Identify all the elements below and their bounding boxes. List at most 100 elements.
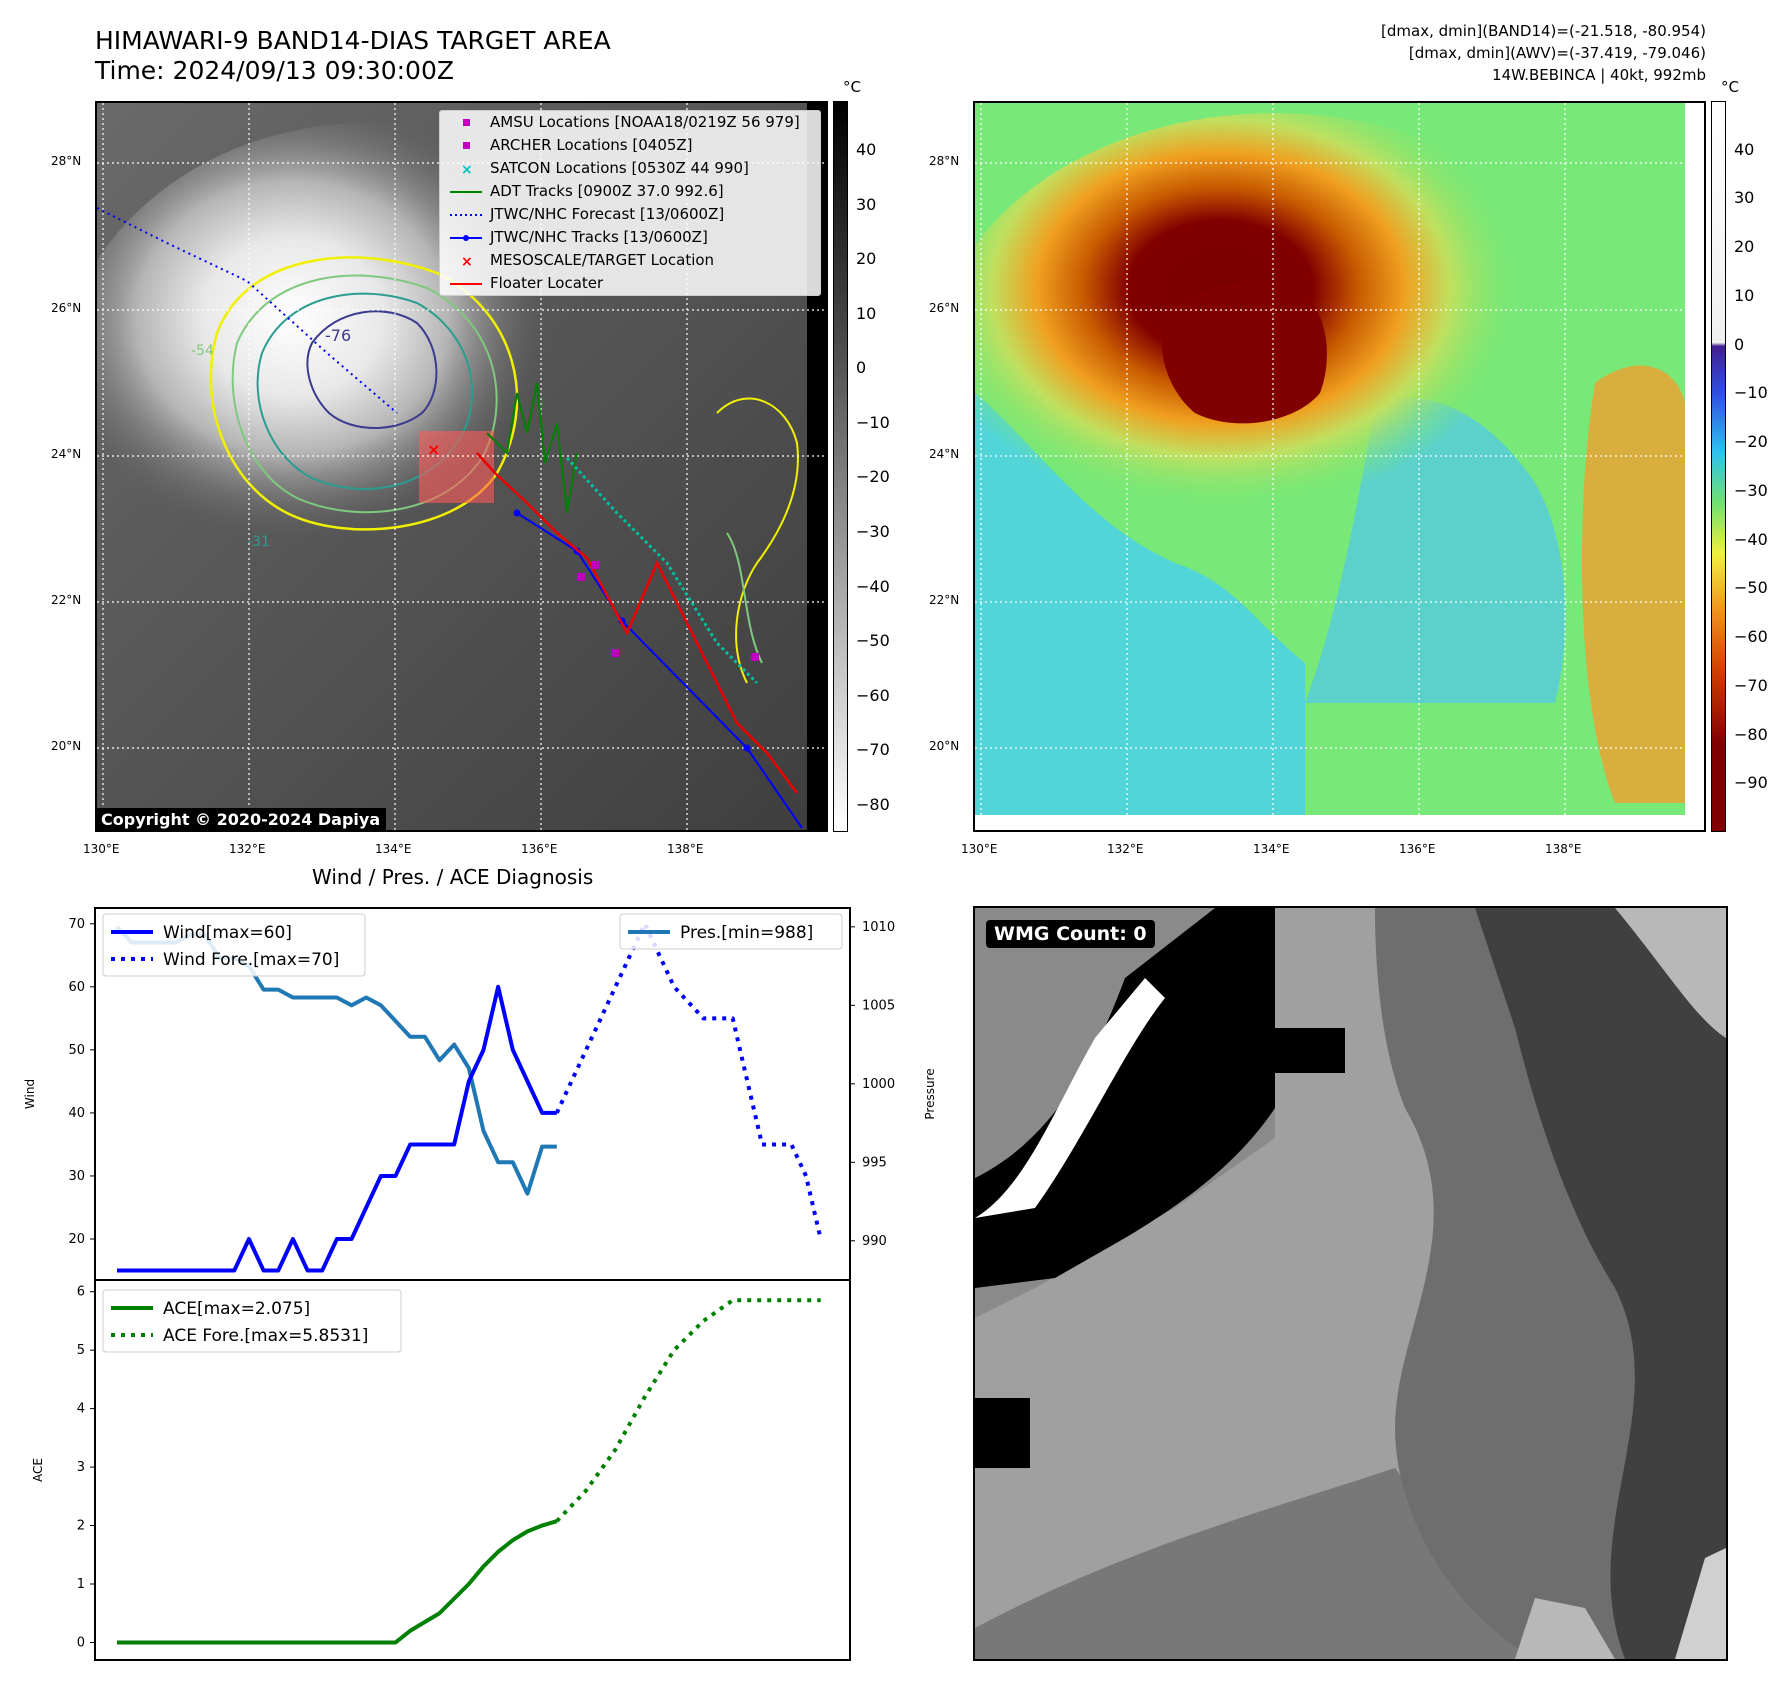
legend-item-archer: ARCHER Locations [0405Z] (440, 134, 820, 157)
ace-forecast-series-line (555, 1298, 821, 1523)
ace-series-line (116, 1519, 558, 1645)
colorbar-right-tick-11: −70 (1734, 675, 1768, 695)
pres-ytick-4: 1010 (862, 920, 895, 935)
ace-legend-label-1: ACE Fore.[max=5.8531] (163, 1326, 368, 1346)
colorbar-left-tick-1: 30 (856, 194, 877, 214)
pres-ytick-1: 995 (862, 1155, 887, 1170)
ace-ytick-5: 5 (77, 1343, 85, 1358)
pres-ytick-0: 990 (862, 1234, 887, 1249)
wmg-panel (973, 906, 1728, 1661)
pressure-ylabel: Pressure (923, 1068, 937, 1119)
lat-tick-tl-2: 24°N (51, 447, 82, 461)
wind-ytick-4: 60 (68, 980, 85, 995)
pres-ytick-3: 1005 (862, 998, 895, 1013)
copyright-label: Copyright © 2020-2024 Dapiya (95, 808, 387, 831)
colorbar-left-tick-12: −80 (856, 794, 890, 814)
wind-ytick-2: 40 (68, 1106, 85, 1121)
colorbar-right-unit: °C (1721, 78, 1739, 96)
wind-legend: Wind[max=60] Wind Fore.[max=70] (102, 913, 366, 977)
colorbar-right-tick-9: −50 (1734, 578, 1768, 598)
legend-item-floater: Floater Locater (450, 274, 604, 292)
lat-tick-tr-3: 22°N (929, 593, 960, 607)
legend-item-jtwc-tracks: JTWC/NHC Tracks [13/0600Z] (440, 226, 820, 249)
ace-ylabel: ACE (31, 1458, 45, 1482)
wind-ytick-1: 30 (68, 1169, 85, 1184)
figure-time: Time: 2024/09/13 09:30:00Z (95, 56, 454, 85)
colorbar-right-tick-13: −90 (1734, 773, 1768, 793)
lon-tick-tr-1: 132°E (1107, 842, 1144, 856)
lon-tick-tr-4: 138°E (1545, 842, 1582, 856)
legend-item-amsu: AMSU Locations [NOAA18/0219Z 56 979] (440, 111, 820, 134)
colorbar-left-tick-3: 10 (856, 303, 877, 323)
legend-item-satcon: × SATCON Locations [0530Z 44 990] (461, 159, 749, 178)
lat-tick-tl-3: 22°N (51, 593, 82, 607)
satcon-points (565, 456, 759, 685)
colorbar-right-tick-0: 40 (1734, 139, 1755, 159)
colorbar-left-tick-6: −20 (856, 467, 890, 487)
colorbar-left-tick-5: −10 (856, 412, 890, 432)
lon-tick-tr-2: 134°E (1253, 842, 1290, 856)
lat-tick-tl-4: 20°N (51, 739, 82, 753)
ace-ytick-0: 0 (77, 1635, 85, 1650)
pressure-legend-label-0: Pres.[min=988] (680, 923, 813, 943)
lon-tick-tl-4: 138°E (667, 842, 704, 856)
colorbar-left-tick-9: −50 (856, 631, 890, 651)
lat-tick-tr-2: 24°N (929, 447, 960, 461)
pressure-legend: Pres.[min=988] (619, 913, 843, 950)
colorbar-left-unit: °C (843, 78, 861, 96)
lon-tick-tr-3: 136°E (1399, 842, 1436, 856)
adt-track-line (486, 382, 578, 514)
lat-tick-tr-0: 28°N (929, 154, 960, 168)
colorbar-left-tick-11: −70 (856, 740, 890, 760)
ace-axes (94, 1279, 851, 1661)
ace-ytick-3: 3 (77, 1460, 85, 1475)
ace-ytick-2: 2 (77, 1519, 85, 1534)
colorbar-left-tick-10: −60 (856, 685, 890, 705)
diagnosis-chart: 20 30 40 50 60 70 990 995 1000 1005 1010 0 1 2 3 4 5 6 Win… (23, 907, 937, 1661)
legend-item-adt: ADT Tracks [0900Z 37.0 992.6] (450, 182, 724, 200)
ace-ytick-6: 6 (77, 1285, 85, 1300)
ir-satellite-map: -76 -54 -31 × AMSU Locations [NOAA18/021… (95, 101, 828, 832)
wind-forecast-series-line (554, 921, 823, 1240)
wind-ylabel: Wind (23, 1079, 37, 1109)
lon-tick-tl-0: 130°E (83, 842, 120, 856)
colorbar-right-tick-7: −30 (1734, 480, 1768, 500)
map-legend: AMSU Locations [NOAA18/0219Z 56 979] ARC… (439, 110, 821, 296)
wind-ytick-3: 50 (68, 1043, 85, 1058)
contour-label-3: -31 (247, 534, 270, 550)
lon-tick-tl-3: 136°E (521, 842, 558, 856)
lon-tick-tl-2: 134°E (375, 842, 412, 856)
colorbar-left-tick-7: −30 (856, 521, 890, 541)
colorbar-right-tick-4: 0 (1734, 334, 1745, 354)
lon-tick-tl-1: 132°E (229, 842, 266, 856)
contour-label-1: -76 (325, 326, 351, 345)
storm-info: 14W.BEBINCA | 40kt, 992mb (1492, 66, 1706, 84)
enhanced-ir-map (973, 101, 1706, 832)
wind-legend-label-0: Wind[max=60] (163, 923, 292, 943)
wind-series-line (116, 984, 557, 1273)
wmg-image (975, 908, 1726, 1659)
contour-label-2: -54 (191, 343, 214, 359)
colorbar-left-tick-8: −40 (856, 576, 890, 596)
lat-tick-tl-1: 26°N (51, 301, 82, 315)
wind-ytick-5: 70 (68, 917, 85, 932)
colorbar-right-tick-2: 20 (1734, 237, 1755, 257)
colorbar-right-tick-5: −10 (1734, 383, 1768, 403)
ace-legend: ACE[max=2.075] ACE Fore.[max=5.8531] (102, 1289, 402, 1353)
colorbar-right-tick-8: −40 (1734, 529, 1768, 549)
target-area (419, 431, 494, 503)
wind-ytick-0: 20 (68, 1232, 85, 1247)
wmg-count-label: WMG Count: 0 (986, 920, 1155, 948)
ace-ytick-4: 4 (77, 1402, 85, 1417)
lat-tick-tl-0: 28°N (51, 154, 82, 168)
colorbar-right (1711, 101, 1726, 832)
lat-tick-tr-1: 26°N (929, 301, 960, 315)
enhanced-map-svg (975, 103, 1704, 830)
ace-ytick-1: 1 (77, 1577, 85, 1592)
dmax-awv: [dmax, dmin](AWV)=(-37.419, -79.046) (1408, 44, 1706, 62)
lat-tick-tr-4: 20°N (929, 739, 960, 753)
colorbar-right-tick-1: 30 (1734, 188, 1755, 208)
colorbar-left-tick-2: 20 (856, 249, 877, 269)
lon-tick-tr-0: 130°E (961, 842, 998, 856)
colorbar-right-tick-3: 10 (1734, 285, 1755, 305)
